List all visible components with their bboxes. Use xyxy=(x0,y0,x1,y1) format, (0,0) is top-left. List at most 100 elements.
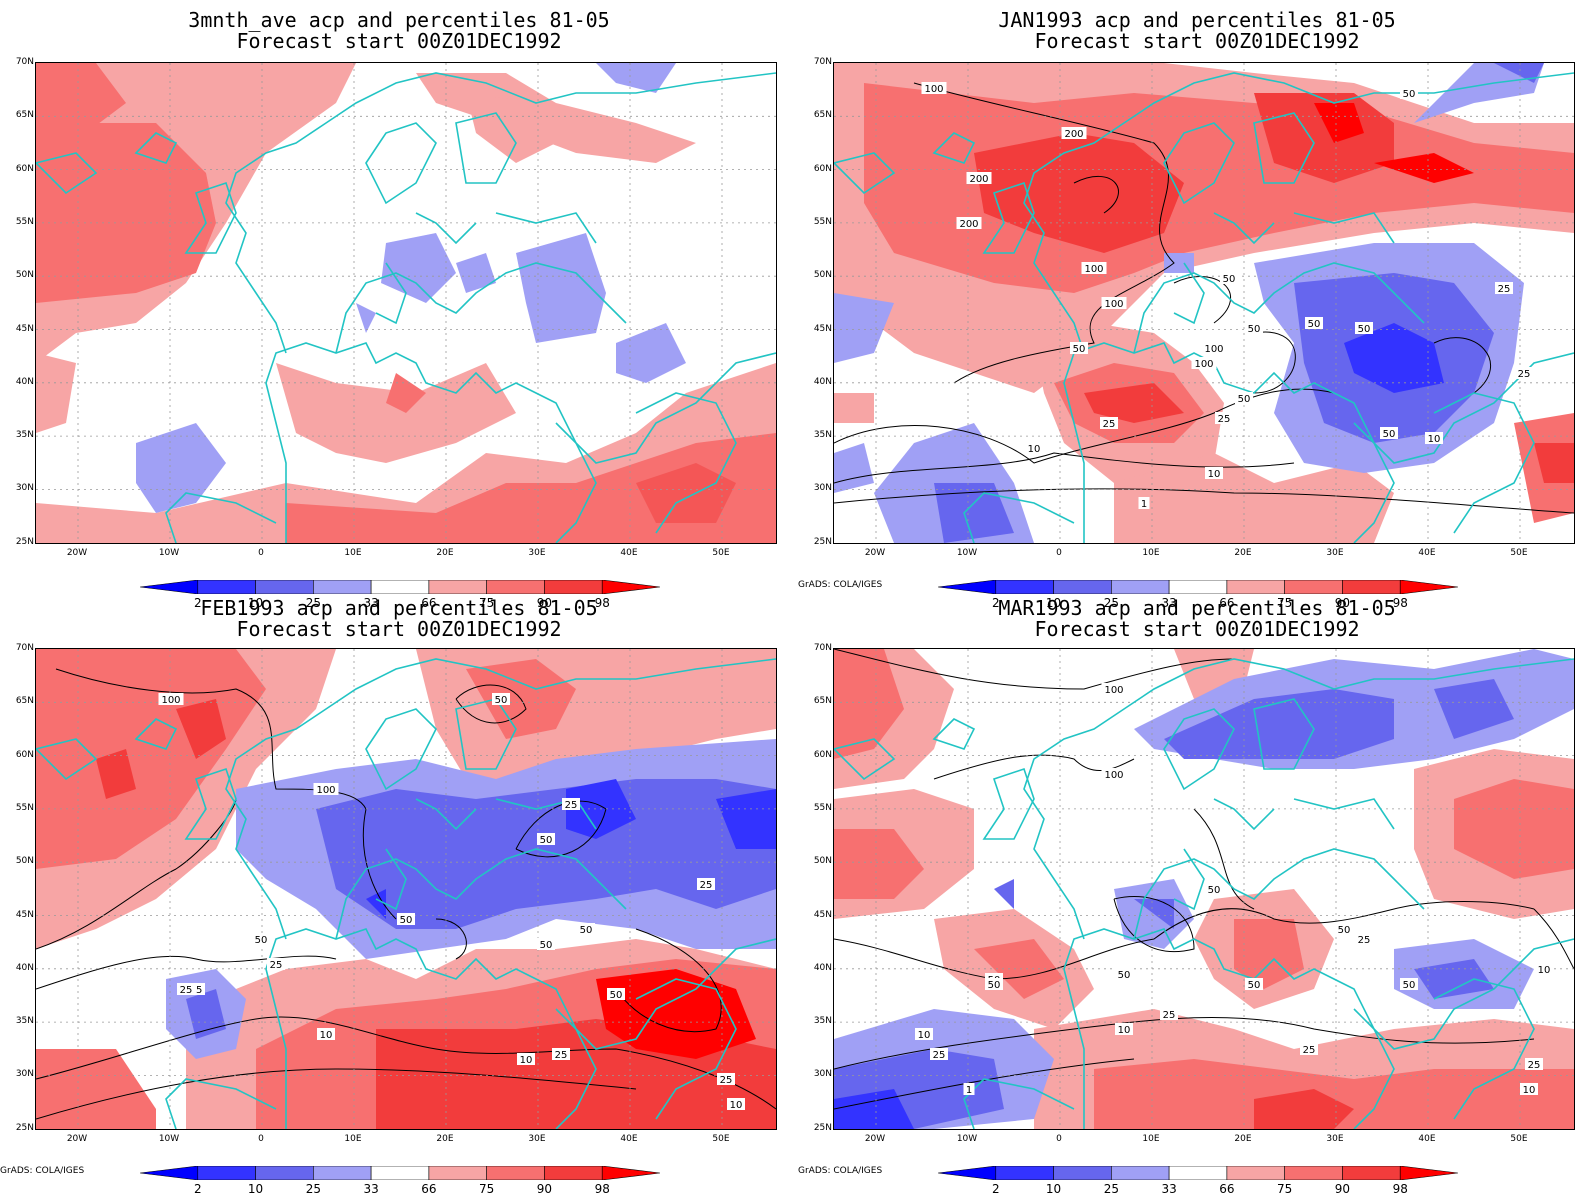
colorbar-swatch xyxy=(938,1166,997,1180)
map-canvas: 100100505050505050251010102525125501025 xyxy=(834,649,1574,1129)
contour-label: 50 xyxy=(1400,87,1418,100)
contour-label: 50 xyxy=(397,913,415,926)
lat-tick-label: 30N xyxy=(813,483,832,494)
colorbar-swatch xyxy=(1111,580,1170,594)
colorbar-label: 10 xyxy=(1045,596,1062,610)
colorbar-swatch xyxy=(428,1166,487,1180)
contour-label: 50 xyxy=(252,933,270,946)
colorbar-swatch xyxy=(255,1166,314,1180)
colorbar-label: 66 xyxy=(421,596,437,610)
colorbar-label: 98 xyxy=(594,596,610,610)
contour-label: 100 xyxy=(1101,297,1127,310)
svg-text:200: 200 xyxy=(959,219,978,230)
contour-label: 25 xyxy=(552,1048,570,1061)
shading-above xyxy=(36,63,776,543)
lon-tick-label: 20E xyxy=(1234,1134,1252,1144)
panel-title-line2: Forecast start 00Z01DEC1992 xyxy=(1034,617,1360,641)
svg-text:50: 50 xyxy=(1403,980,1416,991)
contour-label: 50 xyxy=(1245,978,1263,991)
lat-tick-label: 50N xyxy=(15,270,34,281)
colorbar-label: 66 xyxy=(1219,596,1235,610)
panel-title-line1: FEB1993 acp and percentiles 81-05 xyxy=(200,596,598,620)
gridlines xyxy=(36,649,776,1129)
svg-text:50: 50 xyxy=(1338,925,1351,936)
contour-label: 50 xyxy=(1380,427,1398,440)
contour-label: 100 xyxy=(313,783,339,796)
svg-text:50: 50 xyxy=(255,935,268,946)
colorbar-label: 10 xyxy=(247,1182,264,1196)
coastlines xyxy=(834,658,1574,1129)
colorbar-swatch xyxy=(255,580,314,594)
contour-label: 25 xyxy=(717,1073,735,1086)
colorbar-swatch xyxy=(1342,580,1401,594)
lon-tick-label: 30E xyxy=(528,1134,546,1144)
contour-label: 10 xyxy=(1425,432,1443,445)
contour-label: 50 xyxy=(1115,968,1133,981)
svg-text:25: 25 xyxy=(1358,935,1371,946)
contour-label: 25 xyxy=(697,878,715,891)
map-area: 100100505050505050251010102525125501025 xyxy=(833,648,1575,1130)
lat-tick-label: 25N xyxy=(813,1122,832,1133)
svg-text:50: 50 xyxy=(1358,324,1371,335)
panel-title-line1: MAR1993 acp and percentiles 81-05 xyxy=(998,596,1396,620)
colorbar-label: 33 xyxy=(363,1182,379,1196)
contour-label: 50 xyxy=(577,923,595,936)
lat-tick-label: 55N xyxy=(813,802,832,813)
lat-tick-label: 45N xyxy=(15,909,34,920)
colorbar-swatch xyxy=(1284,1166,1343,1180)
coastlines xyxy=(36,72,776,543)
lat-tick-label: 65N xyxy=(15,110,34,121)
svg-text:100: 100 xyxy=(1194,359,1213,370)
lat-tick-label: 40N xyxy=(813,962,832,973)
svg-text:25: 25 xyxy=(1303,1045,1316,1056)
colorbar-label: 33 xyxy=(363,596,379,610)
contour-label: 25 xyxy=(1215,412,1233,425)
svg-text:100: 100 xyxy=(1104,770,1123,781)
lat-tick-label: 70N xyxy=(15,57,34,67)
svg-text:25: 25 xyxy=(190,985,203,996)
svg-text:50: 50 xyxy=(540,835,553,846)
contour-label: 10 xyxy=(915,1028,933,1041)
svg-text:25: 25 xyxy=(700,880,713,891)
svg-text:50: 50 xyxy=(1223,274,1236,285)
svg-text:50: 50 xyxy=(1208,885,1221,896)
lon-tick-label: 20W xyxy=(864,548,886,558)
colorbar-label: 10 xyxy=(247,596,264,610)
colorbar-label: 33 xyxy=(1161,1182,1177,1196)
contour-label: 10 xyxy=(517,1053,535,1066)
lat-tick-label: 70N xyxy=(15,643,34,653)
contour-label: 50 xyxy=(1305,317,1323,330)
colorbar-swatch xyxy=(544,1166,603,1180)
panel-jan1993: JAN1993 acp and percentiles 81-05 Foreca… xyxy=(798,0,1596,610)
svg-text:50: 50 xyxy=(988,980,1001,991)
lat-tick-label: 30N xyxy=(15,1069,34,1080)
contour-label: 50 xyxy=(1235,392,1253,405)
lat-tick-label: 40N xyxy=(15,376,34,387)
contour-label: 50 xyxy=(1205,883,1223,896)
contour-label: 100 xyxy=(921,82,947,95)
svg-text:100: 100 xyxy=(1104,685,1123,696)
lat-tick-label: 60N xyxy=(813,749,832,760)
colorbar-label: 90 xyxy=(1334,596,1351,610)
colorbar-label: 66 xyxy=(1219,1182,1235,1196)
svg-text:100: 100 xyxy=(1084,264,1103,275)
svg-text:50: 50 xyxy=(1383,429,1396,440)
colorbar-label: 10 xyxy=(1045,1182,1062,1196)
contour-label: 50 xyxy=(985,978,1003,991)
lon-tick-label: 20E xyxy=(436,548,454,558)
colorbar-label: 75 xyxy=(479,596,495,610)
svg-text:25: 25 xyxy=(1518,369,1531,380)
lon-tick-label: 30E xyxy=(1326,548,1344,558)
colorbar-swatch xyxy=(1342,1166,1401,1180)
lat-tick-label: 35N xyxy=(813,1016,832,1027)
panel-mar1993: MAR1993 acp and percentiles 81-05 Foreca… xyxy=(798,598,1596,1196)
svg-text:10: 10 xyxy=(1118,1025,1131,1036)
contour-label: 50 xyxy=(537,833,555,846)
svg-text:50: 50 xyxy=(495,695,508,706)
svg-text:50: 50 xyxy=(610,990,623,1001)
svg-text:10: 10 xyxy=(1428,434,1441,445)
colorbar-swatch xyxy=(486,1166,545,1180)
colorbar-swatch xyxy=(1399,1166,1458,1180)
svg-text:200: 200 xyxy=(1064,129,1083,140)
colorbar-label: 2 xyxy=(193,1182,202,1196)
